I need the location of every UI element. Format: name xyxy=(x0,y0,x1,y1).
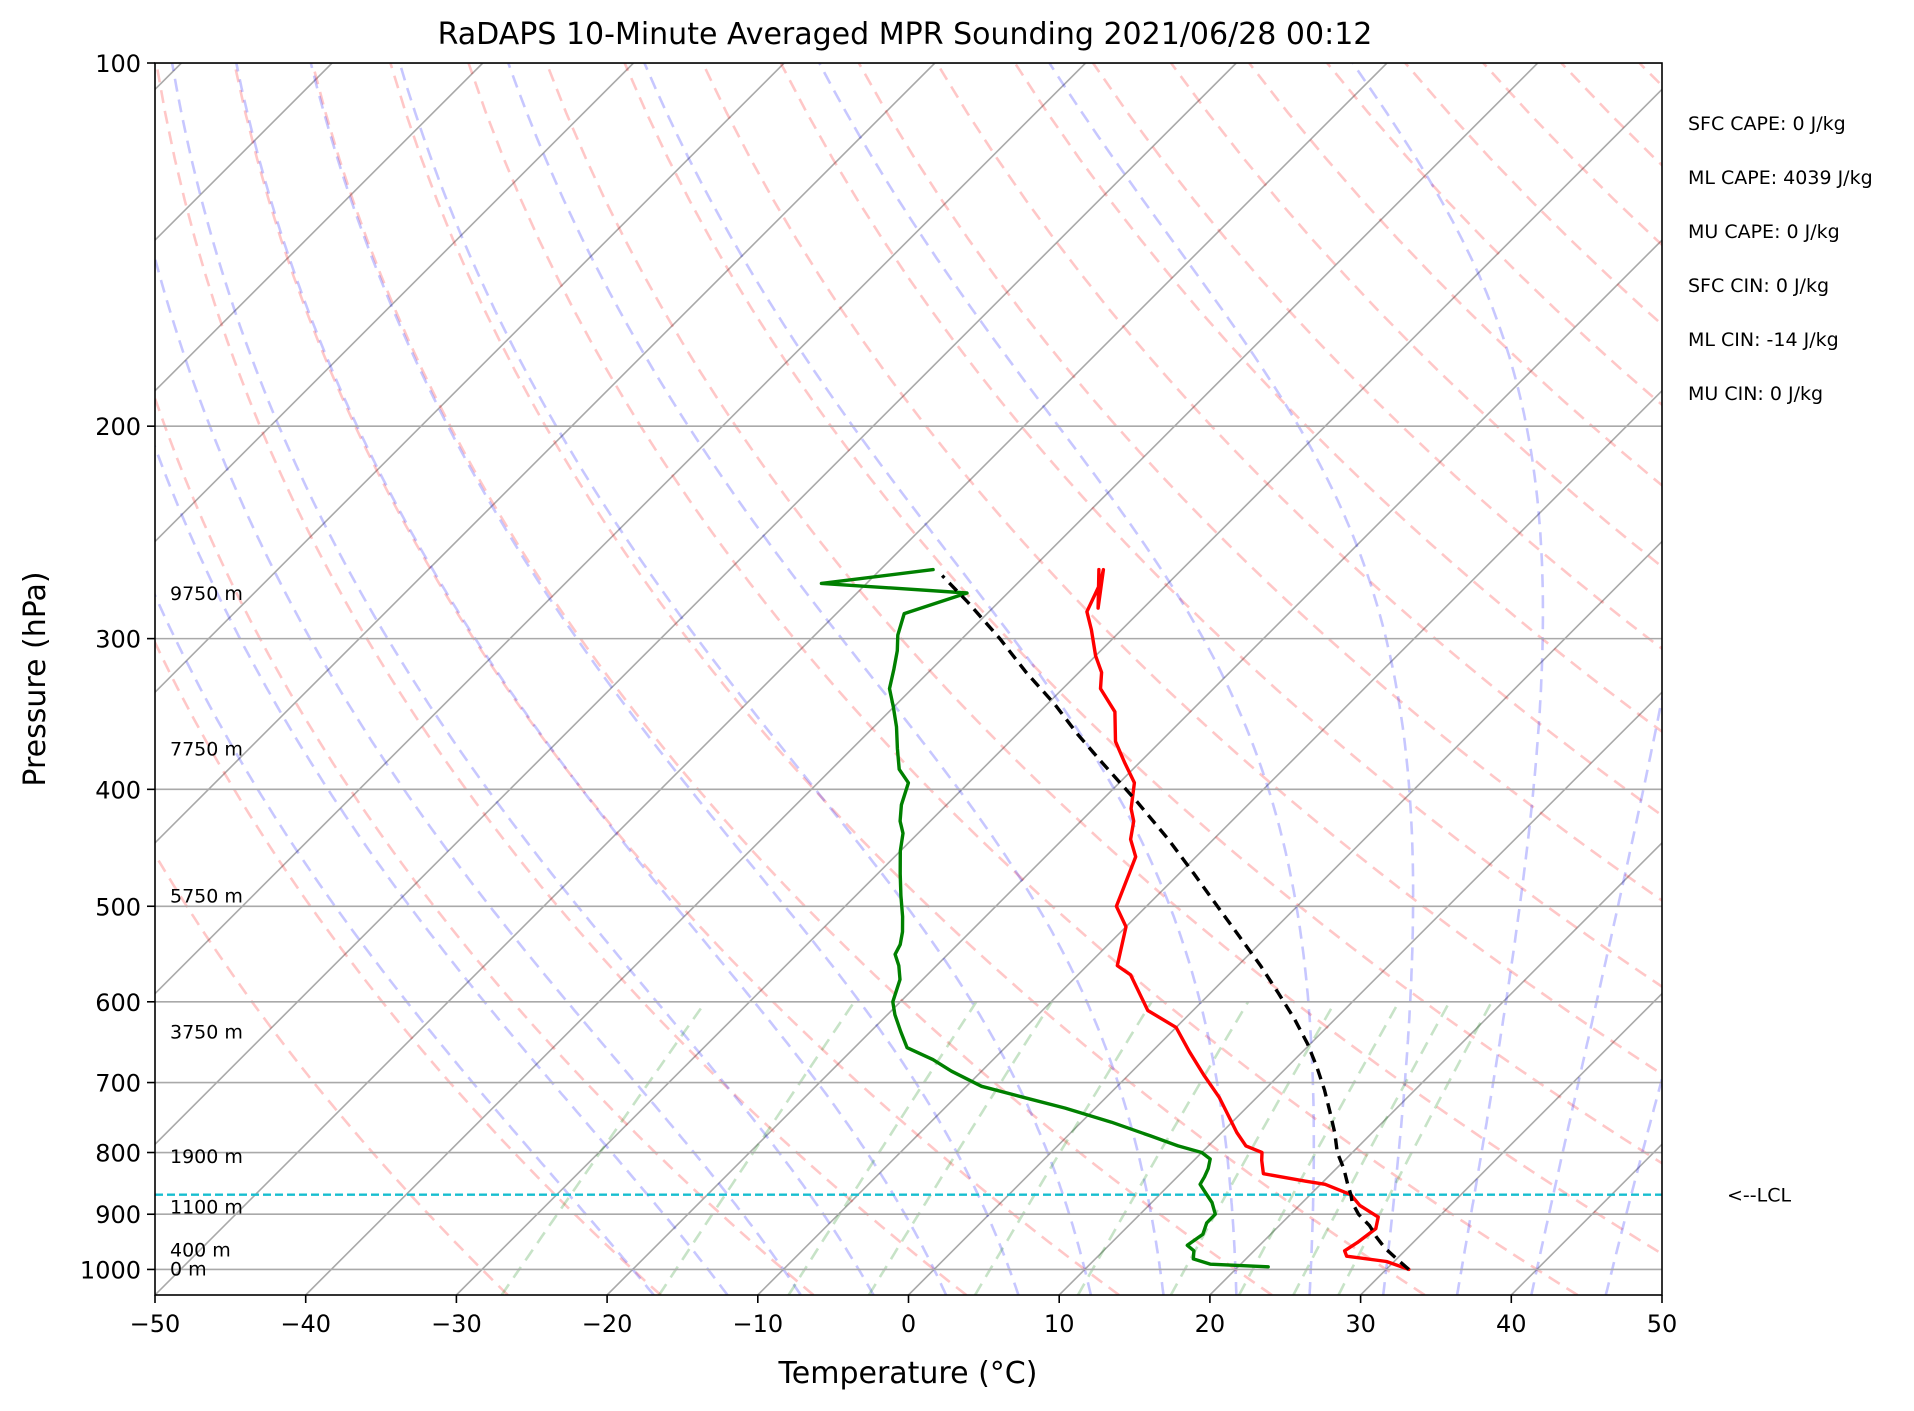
x-tick-label: −40 xyxy=(280,1310,331,1338)
height-label: 1900 m xyxy=(170,1146,243,1168)
y-tick-label: 300 xyxy=(95,626,141,654)
y-axis-label: Pressure (hPa) xyxy=(18,571,53,786)
lcl-label: <--LCL xyxy=(1727,1185,1791,1207)
x-tick-label: −10 xyxy=(732,1310,783,1338)
x-tick-label: 30 xyxy=(1345,1310,1376,1338)
stat-label: MU CIN: 0 J/kg xyxy=(1688,383,1823,405)
y-tick-label: 800 xyxy=(95,1140,141,1168)
y-tick-label: 400 xyxy=(95,776,141,804)
y-tick-label: 200 xyxy=(95,413,141,441)
y-tick-label: 700 xyxy=(95,1070,141,1098)
height-label: 9750 m xyxy=(170,583,243,605)
x-axis-label: Temperature (°C) xyxy=(778,1356,1038,1391)
x-tick-label: −20 xyxy=(582,1310,633,1338)
stat-label: MU CAPE: 0 J/kg xyxy=(1688,221,1840,243)
y-tick-label: 1000 xyxy=(80,1256,141,1284)
y-tick-label: 100 xyxy=(95,50,141,78)
stat-label: SFC CAPE: 0 J/kg xyxy=(1688,113,1846,135)
x-tick-label: 40 xyxy=(1496,1310,1527,1338)
stat-label: SFC CIN: 0 J/kg xyxy=(1688,275,1829,297)
x-tick-label: 20 xyxy=(1195,1310,1226,1338)
height-label: 0 m xyxy=(170,1258,207,1280)
height-label: 7750 m xyxy=(170,738,243,760)
x-tick-label: −30 xyxy=(431,1310,482,1338)
stat-label: ML CAPE: 4039 J/kg xyxy=(1688,167,1873,189)
x-tick-label: 10 xyxy=(1044,1310,1075,1338)
x-tick-label: −50 xyxy=(130,1310,181,1338)
x-tick-label: 50 xyxy=(1647,1310,1678,1338)
x-tick-label: 0 xyxy=(901,1310,916,1338)
height-label: 3750 m xyxy=(170,1021,243,1043)
y-tick-label: 600 xyxy=(95,989,141,1017)
height-label: 5750 m xyxy=(170,886,243,908)
stat-label: ML CIN: -14 J/kg xyxy=(1688,329,1839,351)
chart-title: RaDAPS 10-Minute Averaged MPR Sounding 2… xyxy=(438,17,1373,52)
y-tick-label: 900 xyxy=(95,1201,141,1229)
height-label: 1100 m xyxy=(170,1197,243,1219)
y-tick-label: 500 xyxy=(95,893,141,921)
